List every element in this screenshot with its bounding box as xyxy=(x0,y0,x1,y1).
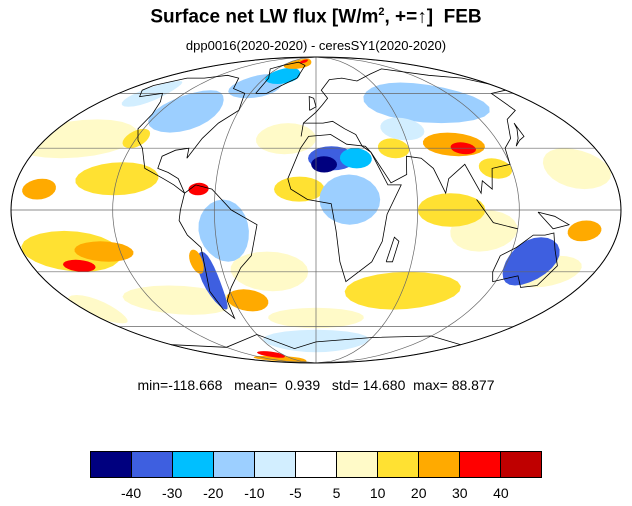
coastline xyxy=(476,199,518,230)
map-title: Surface net LW flux [W/m2, +=↑] FEB xyxy=(0,6,632,28)
anomaly-patch xyxy=(363,82,490,124)
anomaly-patch xyxy=(253,355,307,363)
coastline xyxy=(513,122,525,147)
std-value: 14.680 xyxy=(362,377,406,393)
colorbar-bin xyxy=(91,452,132,477)
anomaly-patch xyxy=(502,237,560,286)
anomaly-patch xyxy=(148,90,224,133)
coastline xyxy=(492,232,558,288)
colorbar-bin xyxy=(132,452,173,477)
anomaly-patch xyxy=(344,271,461,310)
anomaly-patch xyxy=(68,295,128,324)
anomaly-patch xyxy=(188,182,209,196)
colorbar-tick-label: 30 xyxy=(452,485,468,501)
anomaly-patch xyxy=(256,123,316,155)
colorbar-bin xyxy=(419,452,460,477)
colorbar-tick-label: -40 xyxy=(120,485,142,501)
colorbar-tick-label: -30 xyxy=(162,485,183,501)
coastline xyxy=(255,61,306,94)
title-tail: , += xyxy=(384,6,418,28)
coastline xyxy=(385,236,400,263)
coastline xyxy=(308,96,317,111)
anomaly-patch xyxy=(122,285,235,315)
min-value: -118.668 xyxy=(168,377,223,393)
colorbar xyxy=(90,451,542,478)
min-label: min= xyxy=(137,377,169,393)
map-subtitle: dpp0016(2020-2020) - ceresSY1(2020-2020) xyxy=(185,38,447,53)
colorbar-tick-label: -5 xyxy=(289,485,302,501)
colorbar-bin xyxy=(173,452,214,477)
anomaly-patch xyxy=(63,259,96,272)
anomaly-patch xyxy=(478,158,513,179)
coastline xyxy=(178,184,258,320)
up-arrow-icon: ↑ xyxy=(417,6,427,28)
coastline xyxy=(287,134,402,283)
anomaly-patch xyxy=(22,178,56,200)
max-label: max= xyxy=(413,377,448,393)
anomaly-patch xyxy=(230,251,309,292)
mean-label: mean= xyxy=(234,377,278,393)
anomaly-patch xyxy=(319,174,381,225)
anomaly-patch xyxy=(567,220,602,242)
colorbar-bin xyxy=(337,452,378,477)
std-label: std= xyxy=(331,377,359,393)
anomaly-patch xyxy=(542,148,612,190)
colorbar-tick-label: 20 xyxy=(410,485,427,501)
colorbar-tick-label: 5 xyxy=(332,485,341,501)
anomaly-patch xyxy=(21,230,121,272)
colorbar-bin xyxy=(378,452,419,477)
colorbar-bin xyxy=(501,452,541,477)
anomaly-patch xyxy=(121,81,183,107)
title-sup: 2 xyxy=(378,6,385,18)
title-close: ] xyxy=(426,6,434,28)
globe-outline xyxy=(10,56,622,364)
colorbar-bin xyxy=(255,452,296,477)
title-month: FEB xyxy=(443,6,482,28)
mean-value: 0.939 xyxy=(285,377,321,393)
anomaly-patch xyxy=(198,199,249,262)
coastline xyxy=(171,334,461,350)
colorbar-tick-label: 10 xyxy=(369,485,386,501)
colorbar-tick-label: -10 xyxy=(244,485,265,501)
anomaly-patch xyxy=(299,59,308,64)
anomaly-patch xyxy=(189,249,204,274)
colorbar-bin xyxy=(214,452,255,477)
anomaly-patch xyxy=(257,351,285,358)
coastline xyxy=(303,89,516,195)
stats-line: min=-118.668 mean= 0.939 std= 14.680 max… xyxy=(0,377,632,393)
colorbar-bin xyxy=(460,452,501,477)
coastline xyxy=(537,211,571,230)
max-value: 88.877 xyxy=(451,377,495,393)
coastline xyxy=(137,74,246,194)
coastlines xyxy=(137,61,571,350)
coastline xyxy=(300,68,489,137)
anomaly-patch xyxy=(311,156,337,173)
anomaly-patch xyxy=(339,148,372,169)
title-main: Surface net LW flux [W/m xyxy=(150,6,379,28)
anomaly-patch xyxy=(274,176,325,202)
world-map xyxy=(10,56,622,364)
anomaly-patch xyxy=(265,67,301,84)
colorbar-bin xyxy=(296,452,337,477)
colorbar-tick-label: -20 xyxy=(203,485,224,501)
colorbar-tick-label: 40 xyxy=(493,485,509,501)
